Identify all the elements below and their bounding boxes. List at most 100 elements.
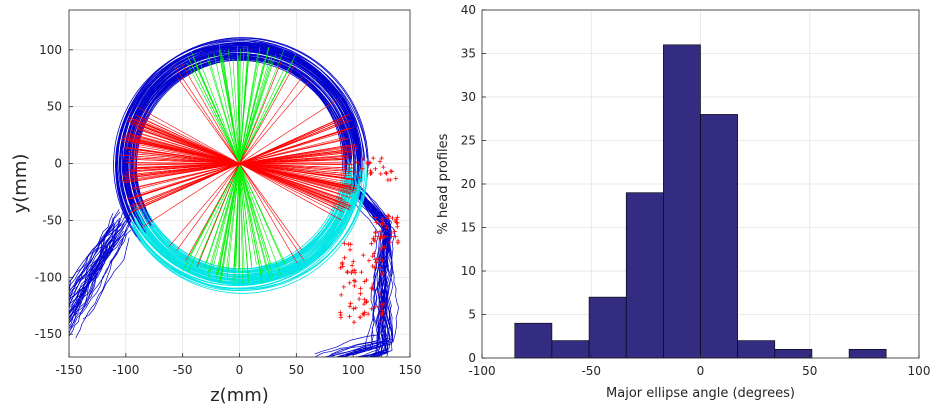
left-y-tick-label: 100 <box>39 43 62 57</box>
head-contour-lower <box>133 158 368 290</box>
face-marker <box>382 245 387 250</box>
face-marker <box>381 164 386 170</box>
minor-axis-line <box>187 163 240 272</box>
neck-contour <box>70 228 128 330</box>
face-marker <box>369 285 374 291</box>
minor-axis-line <box>207 54 240 164</box>
left-x-tick-label: -150 <box>55 363 82 377</box>
face-marker <box>377 229 383 234</box>
face-marker <box>352 283 357 289</box>
face-marker <box>382 234 387 239</box>
head-contour-upper <box>120 42 363 220</box>
face-marker <box>380 310 385 315</box>
right-y-tick-label: 15 <box>461 221 476 235</box>
face-marker <box>378 171 383 177</box>
face-marker <box>349 270 354 275</box>
face-marker <box>370 263 375 269</box>
right-x-tick-label: 0 <box>697 364 705 378</box>
face-marker <box>371 281 376 287</box>
left-x-tick-label: 0 <box>236 363 244 377</box>
right-y-tick-label: 40 <box>461 3 476 17</box>
neck-contour <box>69 235 113 321</box>
left-y-tick-label: 0 <box>54 157 62 171</box>
face-marker <box>364 299 369 304</box>
minor-axis-line <box>239 163 282 275</box>
face-marker <box>377 291 382 296</box>
face-marker <box>355 160 361 166</box>
face-marker <box>390 215 395 221</box>
minor-axis-line <box>219 163 240 283</box>
face-marker <box>360 156 366 162</box>
face-marker <box>347 247 353 252</box>
face-marker <box>385 216 390 221</box>
minor-axis-line <box>219 59 240 164</box>
face-marker <box>358 286 363 291</box>
minor-axis-line <box>239 163 273 277</box>
face-marker <box>349 263 355 268</box>
minor-axis-line <box>239 163 262 277</box>
face-marker <box>338 310 343 315</box>
minor-axis-line <box>239 163 267 270</box>
face-marker <box>389 234 394 239</box>
face-marker <box>393 234 398 239</box>
head-contour-upper <box>131 56 353 209</box>
face-marker <box>371 237 376 243</box>
neck-contour <box>69 227 113 283</box>
face-marker <box>339 292 344 298</box>
major-axis-line <box>134 145 345 182</box>
face-contour <box>339 179 384 357</box>
right-x-tick-label: 100 <box>908 364 931 378</box>
neck-contour <box>69 231 114 313</box>
neck-contour <box>69 217 114 297</box>
face-marker <box>345 269 350 275</box>
face-marker <box>395 215 400 220</box>
face-marker <box>357 296 362 302</box>
histogram-bar <box>663 44 701 359</box>
left-x-tick-label: -50 <box>173 363 193 377</box>
face-marker <box>367 160 373 165</box>
minor-axis-line <box>187 63 240 164</box>
face-marker <box>379 155 384 161</box>
face-contours <box>314 175 399 357</box>
face-marker <box>380 258 385 263</box>
right-y-tick-label: 0 <box>468 351 476 365</box>
head-contour-lower <box>135 162 348 276</box>
minor-axis-line <box>227 49 240 164</box>
face-contour <box>314 176 389 357</box>
face-marker <box>395 224 400 229</box>
face-marker <box>377 159 383 164</box>
head-contour-upper <box>118 46 355 225</box>
face-marker <box>341 284 346 290</box>
right-y-tick-label: 5 <box>468 308 476 322</box>
right-x-tick-label: -100 <box>468 364 495 378</box>
minor-axis-line <box>239 163 286 265</box>
head-profile-plot: -150 -100 -50 0 50 100 150 -150 -100 -50 0 50 100 z(… <box>10 9 421 406</box>
face-marker <box>351 320 357 325</box>
head-contour-lower <box>127 161 364 285</box>
minor-axis-line <box>239 72 288 164</box>
minor-axis-line <box>239 55 271 164</box>
face-contour <box>343 180 387 357</box>
neck-contour <box>69 218 120 292</box>
right-tick-labels: -100 -50 0 50 100 0 5 10 15 20 25 30 35 40 <box>461 3 931 378</box>
face-marker <box>379 272 384 278</box>
left-x-tick-label: 100 <box>342 363 365 377</box>
head-contour-upper <box>115 44 359 224</box>
right-y-tick-label: 25 <box>461 134 476 148</box>
face-marker <box>366 161 372 166</box>
head-contour-upper <box>120 40 364 199</box>
face-marker <box>371 251 377 256</box>
head-contour-lower <box>145 171 343 270</box>
face-marker <box>364 277 369 283</box>
face-marker <box>395 240 401 245</box>
minor-axis-line <box>234 163 240 283</box>
face-marker <box>353 159 358 165</box>
right-y-axis-label: % head profiles <box>436 133 451 234</box>
neck-contour <box>69 224 115 293</box>
minor-axis-line <box>239 47 245 164</box>
neck-contour <box>69 219 132 336</box>
face-marker <box>373 304 378 309</box>
left-y-tick-label: 50 <box>47 100 62 114</box>
minor-axis-line <box>239 163 264 273</box>
